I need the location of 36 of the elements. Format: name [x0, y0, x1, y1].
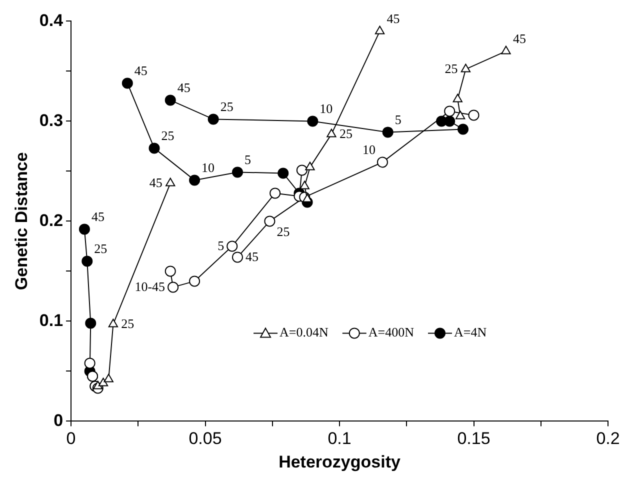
legend-label: A=0.04N	[280, 324, 329, 340]
annotation: 25	[121, 316, 134, 332]
legend-label: A=400N	[368, 324, 415, 340]
annotation: 45	[386, 11, 400, 26]
y-axis-title: Genetic Distance	[12, 152, 31, 290]
annotation: 45	[512, 31, 526, 46]
annotation: 45	[91, 209, 104, 224]
annotation: 45	[134, 63, 148, 78]
x-axis-title: Heterozygosity	[278, 452, 401, 472]
annotation: 10	[202, 160, 215, 176]
x-tick-label: 0.15	[457, 429, 490, 448]
annotation: 25	[161, 128, 174, 144]
y-tick-label: 0.1	[39, 310, 64, 330]
x-tick-label: 0	[66, 429, 76, 448]
annotation: 25	[220, 99, 234, 114]
y-tick-label: 0.3	[39, 110, 64, 130]
annotation: 45	[149, 175, 162, 190]
annotation: 25	[444, 61, 458, 76]
annotation: 25	[339, 126, 352, 142]
annotation: 45	[245, 249, 258, 264]
x-tick-label: 0.05	[188, 429, 222, 448]
x-tick-label: 0.2	[596, 429, 620, 448]
annotation: 25	[276, 224, 290, 240]
annotation: 5	[244, 152, 251, 168]
annotation: 5	[394, 112, 402, 128]
annotation: 5	[218, 238, 224, 254]
y-tick-label: 0	[54, 410, 64, 430]
annotation: 45	[177, 80, 190, 96]
y-tick-label: 0.2	[39, 210, 64, 230]
annotation: 10	[320, 101, 333, 116]
y-tick-label: 0.4	[39, 10, 64, 30]
annotation: 25	[94, 241, 108, 256]
annotation: 10	[362, 142, 376, 158]
legend-label: A=4N	[454, 324, 488, 340]
x-tick-label: 0.1	[328, 429, 352, 448]
annotation: 10-45	[134, 279, 166, 294]
